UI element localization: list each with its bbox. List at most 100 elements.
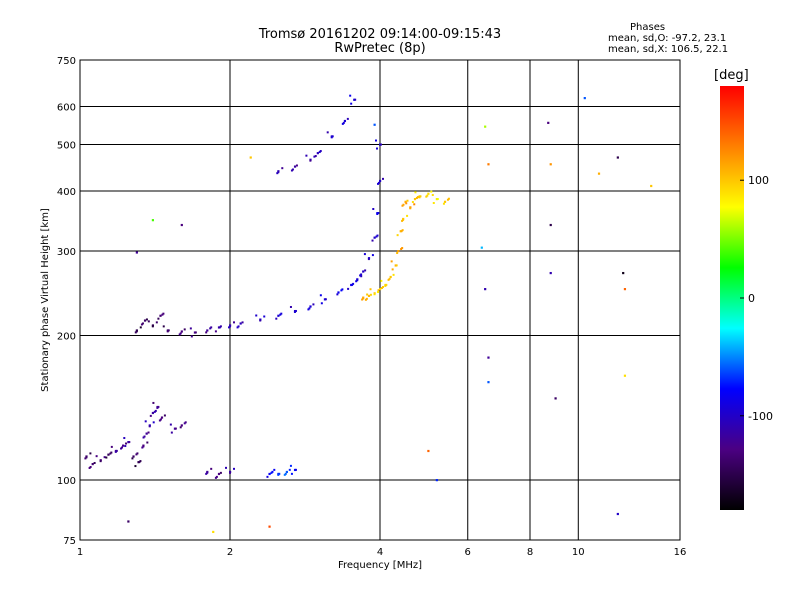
data-point — [295, 164, 298, 167]
data-point — [380, 143, 382, 146]
data-point — [314, 155, 317, 158]
data-point — [413, 198, 417, 201]
data-point — [206, 329, 209, 332]
data-point — [583, 97, 586, 100]
data-point — [217, 472, 221, 476]
data-point — [255, 314, 258, 317]
data-point — [379, 179, 382, 183]
data-point — [380, 279, 383, 282]
data-point — [218, 326, 221, 329]
data-point — [320, 302, 323, 305]
data-point — [340, 289, 343, 292]
data-point — [205, 331, 208, 334]
data-point — [361, 298, 364, 301]
data-point — [377, 289, 380, 292]
data-point — [395, 264, 398, 267]
data-point — [326, 131, 329, 134]
phase-stats-x-mode: mean, sd,X: 106.5, 22.1 — [608, 44, 729, 55]
data-point — [219, 471, 222, 474]
data-point — [415, 197, 418, 200]
data-point — [149, 414, 152, 417]
data-point — [151, 219, 155, 222]
data-point — [288, 468, 291, 471]
data-point — [228, 326, 230, 329]
data-point — [205, 472, 208, 475]
data-point — [290, 169, 293, 172]
data-point — [319, 294, 322, 297]
data-point — [279, 313, 282, 316]
data-point — [148, 425, 151, 428]
data-point — [147, 320, 150, 323]
data-point — [180, 330, 183, 333]
data-point — [547, 121, 550, 124]
data-point — [93, 461, 96, 464]
data-point — [178, 333, 181, 336]
data-point — [293, 165, 297, 168]
data-point — [120, 447, 123, 450]
x-tick-label: 1 — [77, 547, 83, 558]
data-point — [170, 431, 173, 434]
y-tick-label: 400 — [57, 187, 76, 198]
data-point — [446, 198, 449, 201]
data-point — [316, 152, 319, 155]
data-point — [84, 457, 87, 460]
data-point — [400, 230, 403, 233]
data-point — [88, 466, 91, 469]
data-point — [233, 321, 235, 324]
data-point — [430, 190, 433, 193]
data-point — [623, 288, 627, 291]
data-point — [484, 125, 487, 128]
data-point — [337, 291, 340, 294]
data-point — [189, 327, 192, 330]
chart-subtitle: RwPretec (8p) — [334, 41, 426, 56]
data-point — [336, 293, 339, 296]
data-point — [147, 431, 150, 434]
data-point — [114, 450, 117, 453]
data-point — [124, 445, 127, 448]
data-point — [427, 449, 430, 453]
data-point — [134, 331, 137, 334]
data-point — [110, 445, 113, 448]
data-point — [123, 437, 126, 440]
data-point — [135, 251, 138, 254]
data-point — [289, 305, 292, 308]
data-point — [158, 419, 161, 422]
data-point — [409, 207, 412, 210]
data-point — [277, 473, 280, 476]
data-point — [152, 421, 155, 424]
data-point — [276, 172, 279, 175]
data-point — [413, 203, 416, 206]
data-point — [156, 406, 159, 409]
data-point — [183, 422, 186, 425]
data-point — [360, 275, 363, 278]
data-point — [387, 278, 390, 281]
data-point — [153, 410, 156, 413]
data-point — [355, 280, 358, 283]
data-point — [369, 288, 372, 291]
plot-frame — [79, 59, 681, 541]
data-point — [91, 462, 94, 466]
data-point — [362, 270, 365, 273]
x-axis-label: Frequency [MHz] — [338, 560, 422, 571]
data-point — [140, 323, 143, 326]
y-tick-label: 500 — [57, 141, 76, 152]
data-point — [351, 283, 354, 286]
data-point — [375, 139, 377, 142]
data-point — [159, 314, 162, 317]
data-point — [359, 274, 362, 277]
data-point — [89, 452, 92, 455]
y-axis-label: Stationary phase Virtual Height [km] — [40, 208, 51, 392]
data-point — [397, 250, 400, 253]
data-point — [318, 151, 321, 154]
data-point — [144, 420, 147, 423]
data-point — [277, 314, 280, 317]
phase-stats: Phases mean, sd,O: -97.2, 23.1 mean, sd,… — [570, 22, 785, 55]
data-point — [293, 310, 296, 313]
data-point — [289, 464, 292, 467]
data-point — [275, 317, 278, 320]
data-point — [138, 461, 141, 464]
data-point — [105, 456, 108, 459]
data-point — [363, 253, 366, 256]
data-point — [411, 201, 414, 204]
data-point — [404, 200, 407, 203]
